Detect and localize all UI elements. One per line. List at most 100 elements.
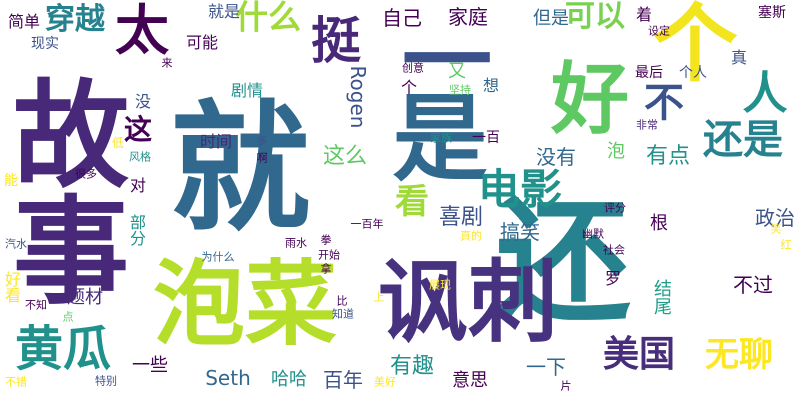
cloud-word: 片 — [560, 379, 572, 393]
cloud-word: 可能 — [185, 33, 219, 52]
cloud-word: 很多 — [75, 167, 97, 181]
cloud-word: 美好 — [374, 375, 396, 389]
cloud-word: 自己 — [382, 6, 422, 30]
cloud-word: 家族 — [430, 131, 452, 145]
cloud-word: 一 — [402, 9, 492, 114]
cloud-word: 坚持 — [449, 83, 471, 97]
cloud-word: 上 — [373, 290, 385, 304]
cloud-word: 好 — [550, 55, 630, 145]
cloud-word: 风格 — [129, 150, 151, 164]
cloud-word: 有趣 — [389, 354, 435, 379]
cloud-word: 不知 — [25, 298, 47, 312]
cloud-word: 笑 — [770, 222, 782, 236]
cloud-word: 太 — [115, 0, 169, 62]
cloud-word: 结尾 — [651, 279, 672, 315]
cloud-word: 特别 — [95, 374, 117, 388]
cloud-word: 政治 — [755, 206, 795, 230]
cloud-word: 能 — [4, 173, 18, 189]
cloud-word: Seth — [205, 366, 251, 390]
cloud-word: 塞斯 — [758, 5, 786, 21]
cloud-word: 啊 — [256, 151, 268, 165]
cloud-word: 就 — [169, 88, 311, 251]
cloud-word: 泡菜 — [152, 251, 338, 358]
cloud-word: 为什么 — [201, 250, 235, 264]
cloud-word: 还 — [495, 183, 631, 341]
cloud-word: 又 — [448, 61, 466, 82]
cloud-word: 就是 — [207, 2, 241, 21]
cloud-word: 讽刺 — [378, 250, 558, 355]
cloud-word: 部分 — [127, 214, 146, 246]
cloud-word: 着 — [635, 5, 653, 24]
cloud-word: 有点 — [645, 144, 691, 169]
cloud-word: 个 — [400, 78, 418, 97]
cloud-word: 但是 — [533, 8, 569, 29]
cloud-word: 真 — [730, 48, 748, 67]
cloud-word: 来 — [161, 56, 173, 70]
cloud-word: 个 — [652, 0, 738, 95]
cloud-word: 人 — [742, 66, 788, 120]
cloud-word: 真的 — [460, 229, 482, 243]
cloud-word: 可以 — [565, 0, 625, 34]
cloud-word: 罗 — [604, 269, 622, 288]
cloud-word: 看 — [395, 182, 429, 222]
cloud-word: 设定 — [648, 24, 670, 38]
cloud-word: 挺 — [311, 12, 361, 70]
cloud-word: 现实 — [31, 36, 59, 52]
cloud-word: 哈哈 — [271, 369, 307, 390]
cloud-word: 一下 — [526, 355, 566, 379]
cloud-word: 穿越 — [45, 2, 105, 37]
cloud-word: 没有 — [536, 145, 576, 169]
cloud-word: 雨水 — [285, 236, 307, 250]
cloud-word: 不 — [644, 80, 684, 126]
cloud-word: 时间 — [199, 132, 233, 151]
cloud-word: 个人 — [679, 65, 707, 81]
cloud-word: 一百年 — [350, 217, 384, 231]
cloud-word: 简单 — [7, 12, 41, 31]
cloud-word: 根 — [650, 213, 668, 234]
cloud-word: 无聊 — [705, 335, 773, 375]
cloud-word: 是 — [392, 84, 488, 195]
cloud-word: 想 — [482, 76, 500, 95]
cloud-word: 故事 — [0, 74, 128, 306]
cloud-word: 喜剧 — [438, 205, 484, 230]
cloud-word: 创意 — [402, 61, 424, 75]
cloud-word: 家庭 — [448, 5, 488, 29]
cloud-word: Rogen — [346, 65, 370, 129]
cloud-word: 比 — [336, 294, 348, 308]
cloud-word: 拳 — [320, 233, 332, 247]
cloud-word: 汽水 — [5, 237, 27, 251]
cloud-word: 泡 — [607, 141, 625, 162]
cloud-word: 拿 — [320, 262, 332, 276]
cloud-word: 不过 — [733, 273, 773, 297]
cloud-word: 电影 — [477, 165, 563, 214]
cloud-word: 好看 — [2, 271, 21, 303]
cloud-word: 一些 — [132, 355, 168, 376]
cloud-word: 对 — [129, 176, 147, 195]
cloud-word: 百年 — [323, 368, 363, 392]
cloud-word: 不错 — [5, 375, 27, 389]
cloud-word: 多 — [256, 134, 268, 148]
cloud-word: 知道 — [332, 307, 354, 321]
cloud-word: 红 — [780, 238, 792, 252]
cloud-word: 低 — [111, 136, 125, 150]
cloud-word: 点 — [62, 310, 74, 324]
cloud-word: 这 — [123, 113, 153, 146]
cloud-word: 什么 — [235, 0, 301, 37]
cloud-word: 意思 — [452, 370, 488, 391]
cloud-word: 美国 — [602, 334, 676, 375]
cloud-word: 题材 — [67, 287, 103, 308]
cloud-word: 开始 — [318, 248, 340, 262]
cloud-word: 搞笑 — [500, 220, 540, 244]
cloud-word: 非常 — [636, 118, 658, 132]
cloud-word: 剧情 — [230, 81, 264, 100]
cloud-word: 这么 — [322, 144, 368, 169]
cloud-word: 幽默 — [582, 227, 604, 241]
cloud-word: 最后 — [635, 65, 663, 81]
cloud-word: 还是 — [703, 117, 783, 163]
cloud-word: 一百 — [472, 130, 500, 146]
cloud-word: 评分 — [604, 201, 626, 215]
cloud-word: 社会 — [603, 243, 625, 257]
cloud-word: 黄瓜 — [14, 321, 112, 377]
cloud-word: 没 — [134, 92, 152, 111]
